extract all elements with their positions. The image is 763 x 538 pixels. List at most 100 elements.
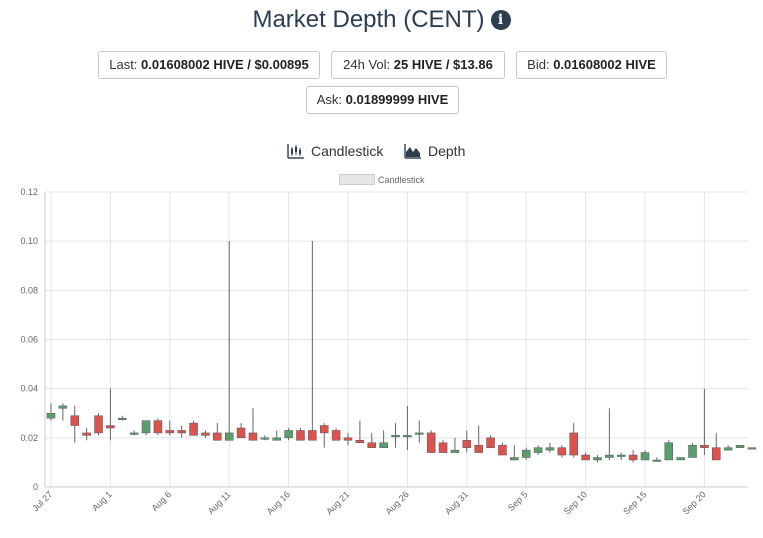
x-tick-label: Aug 26 <box>384 489 411 516</box>
candle-body <box>129 432 139 435</box>
candle-body <box>498 444 507 456</box>
candle-body <box>569 432 578 456</box>
candle-body <box>343 437 353 441</box>
candle-body <box>557 447 567 456</box>
x-tick-label: Aug 6 <box>150 489 174 513</box>
candle-body <box>201 432 210 436</box>
candle-body <box>640 452 650 461</box>
x-tick-label: Jul 27 <box>30 489 54 513</box>
chart-legend[interactable]: Candlestick <box>339 174 425 185</box>
candle-body <box>545 447 555 451</box>
volume-value: 25 HIVE / $13.86 <box>393 57 493 72</box>
candle-body <box>308 430 317 441</box>
x-tick-label: Aug 11 <box>206 489 233 516</box>
candle-body <box>189 422 198 436</box>
candle-body <box>700 444 709 448</box>
ask-stat: Ask: 0.01899999 HIVE <box>306 86 459 114</box>
y-tick-label: 0.08 <box>20 285 38 295</box>
candle-body <box>106 425 115 429</box>
candle-body <box>426 432 436 453</box>
candle-body <box>355 440 365 443</box>
legend-swatch <box>339 174 375 185</box>
y-tick-label: 0.12 <box>20 187 38 197</box>
area-chart-icon <box>404 144 421 159</box>
y-tick-label: 0.04 <box>20 384 38 394</box>
bid-value: 0.01608002 HIVE <box>553 57 656 72</box>
last-price-label: Last: <box>109 57 138 72</box>
candle-body <box>593 457 602 461</box>
candle-body <box>616 454 626 457</box>
candle-body <box>735 444 745 448</box>
candlestick-chart-icon <box>287 144 304 159</box>
ask-label: Ask: <box>316 92 343 107</box>
volume-label: 24h Vol: <box>343 57 391 72</box>
y-tick-label: 0.06 <box>20 335 38 345</box>
candle-body <box>747 447 757 450</box>
x-tick-label: Aug 21 <box>324 489 351 516</box>
candle-body <box>521 449 531 458</box>
candle-body <box>319 425 329 434</box>
x-tick-label: Sep 15 <box>621 489 648 516</box>
x-tick-label: Aug 16 <box>265 489 292 516</box>
candle-body <box>141 420 151 434</box>
candle-body <box>415 432 424 435</box>
candle-body <box>118 417 127 420</box>
last-price-value: 0.01608002 HIVE / $0.00895 <box>141 57 309 72</box>
candle-body <box>462 440 472 448</box>
y-tick-label: 0 <box>33 482 38 492</box>
x-tick-label: Aug 1 <box>90 489 114 513</box>
candlestick-chart: 0 0.02 0.04 0.06 0.08 0.10 0.12 Jul 27 Aug 1 Aug … <box>20 187 757 517</box>
last-price-stat: Last: 0.01608002 HIVE / $0.00895 <box>98 51 320 79</box>
candle-body <box>628 454 638 461</box>
info-circle-icon[interactable]: i <box>490 10 511 30</box>
candle-body <box>153 420 163 434</box>
depth-label: Depth <box>428 143 466 159</box>
candle-body <box>248 432 258 441</box>
candle-body <box>712 447 721 461</box>
candle-body <box>331 430 341 441</box>
candle-body <box>664 442 674 461</box>
x-tick-label: Sep 20 <box>681 489 708 516</box>
candle-body <box>296 430 305 441</box>
candle-body <box>46 413 56 419</box>
candle-body <box>688 444 697 458</box>
x-tick-label: Aug 31 <box>443 489 470 516</box>
candle-body <box>486 437 495 448</box>
candle-body <box>213 432 222 441</box>
bid-label: Bid: <box>527 57 550 72</box>
ask-value: 0.01899999 HIVE <box>345 92 449 107</box>
candle-body <box>58 405 68 409</box>
candle-body <box>510 457 519 461</box>
candle-body <box>94 415 103 434</box>
candle-body <box>70 415 80 426</box>
candle-body <box>236 427 246 439</box>
candle-body <box>391 435 400 438</box>
y-tick-label: 0.10 <box>20 236 38 246</box>
candle-body <box>82 432 91 436</box>
candle-body <box>438 442 448 453</box>
candle-body <box>379 442 388 448</box>
page-title: Market Depth (CENT) i <box>0 6 763 34</box>
candle-body <box>224 432 234 441</box>
candle-body <box>723 447 733 451</box>
candle-body <box>367 442 377 448</box>
depth-toggle[interactable]: Depth <box>404 143 465 159</box>
candlestick-toggle[interactable]: Candlestick <box>287 143 383 159</box>
x-tick-label: Sep 10 <box>562 489 589 516</box>
candle-body <box>605 454 614 458</box>
candle-body <box>533 447 543 453</box>
page-title-text: Market Depth (CENT) <box>252 6 485 33</box>
candlestick-label: Candlestick <box>311 143 384 159</box>
legend-label: Candlestick <box>378 174 425 185</box>
x-tick-label: Sep 5 <box>506 489 530 513</box>
volume-stat: 24h Vol: 25 HIVE / $13.86 <box>331 51 505 79</box>
candle-body <box>403 435 412 438</box>
candle-body <box>450 449 460 453</box>
candle-body <box>284 430 293 439</box>
candle-body <box>676 457 685 461</box>
candle-body <box>474 444 483 453</box>
candle-body <box>652 459 662 462</box>
candle-body <box>177 430 186 434</box>
candle-body <box>260 437 270 440</box>
bid-stat: Bid: 0.01608002 HIVE <box>516 51 667 79</box>
